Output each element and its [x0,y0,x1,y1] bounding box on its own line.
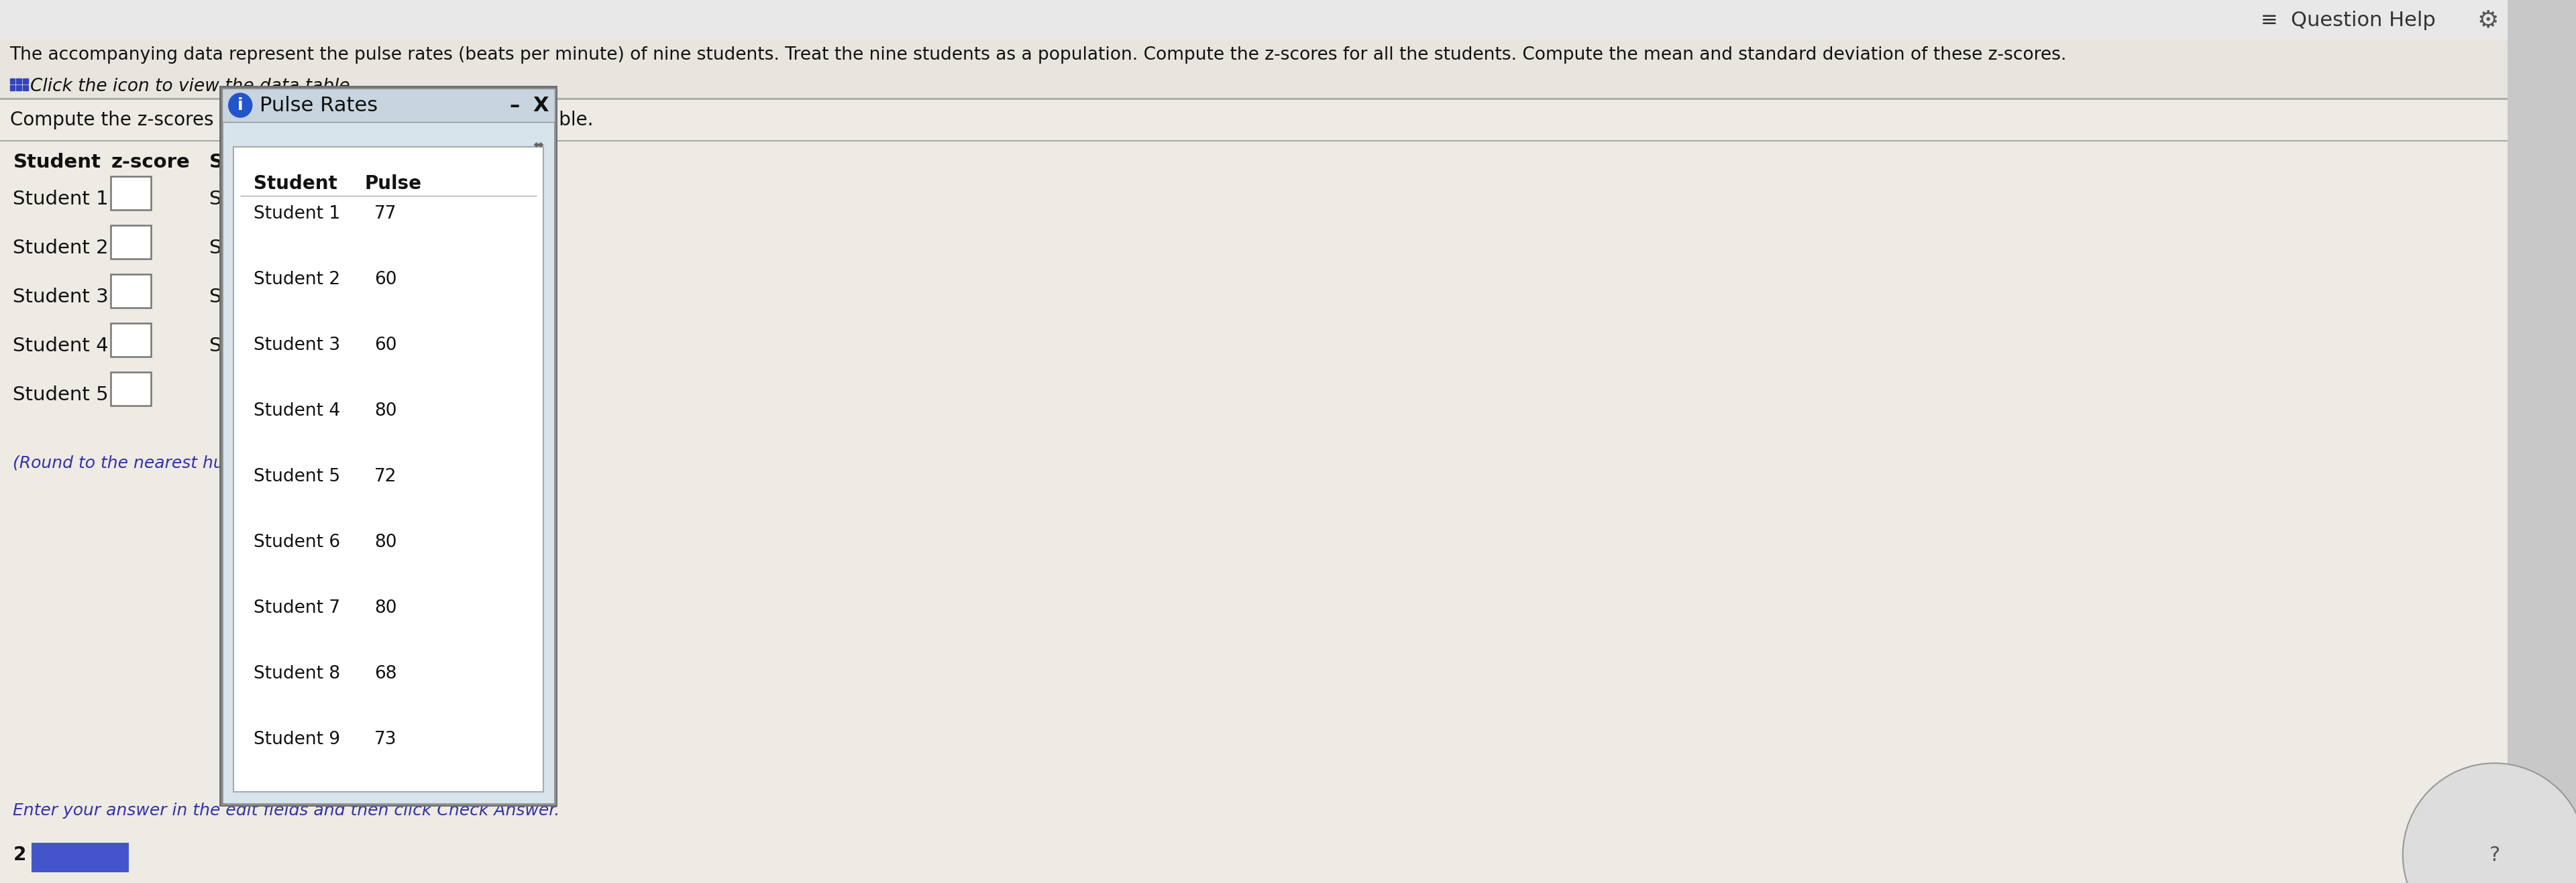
Text: Student 6: Student 6 [209,190,304,208]
FancyBboxPatch shape [222,88,554,804]
Text: i: i [237,97,242,113]
Text: The accompanying data represent the pulse rates (beats per minute) of nine stude: The accompanying data represent the puls… [10,46,2066,64]
Text: Student 9: Student 9 [209,336,304,355]
FancyBboxPatch shape [10,85,15,91]
FancyBboxPatch shape [325,275,366,308]
FancyBboxPatch shape [0,41,2506,99]
FancyBboxPatch shape [23,79,28,84]
Text: Student 8: Student 8 [209,288,304,306]
Text: Compute the z-scores for all the students. Complete the table.: Compute the z-scores for all the student… [10,110,592,130]
Text: ⬌: ⬌ [533,140,544,152]
Text: 80: 80 [374,533,397,551]
Text: ⚙: ⚙ [2478,9,2499,32]
Text: Student 4: Student 4 [13,336,108,355]
Text: Student 7: Student 7 [209,238,304,258]
Text: 77: 77 [374,205,397,223]
Text: ?: ? [2488,845,2499,864]
Text: –: – [510,95,520,115]
Text: 80: 80 [374,403,397,419]
FancyBboxPatch shape [15,85,21,91]
FancyBboxPatch shape [234,147,544,792]
Text: Student 5: Student 5 [252,468,340,486]
Text: Student: Student [252,174,337,193]
Text: 60: 60 [374,271,397,288]
FancyBboxPatch shape [0,0,2506,41]
Text: 73: 73 [374,731,397,748]
Text: Student 9: Student 9 [252,731,340,748]
Text: Student 3: Student 3 [252,336,340,354]
Text: 68: 68 [374,665,397,683]
Text: (Round to the nearest hundredth as needed.): (Round to the nearest hundredth as neede… [13,455,394,471]
Text: Student 6: Student 6 [252,533,340,551]
FancyBboxPatch shape [0,99,2506,883]
FancyBboxPatch shape [23,85,28,91]
FancyBboxPatch shape [325,323,366,357]
Text: Enter your answer in the edit fields and then click Check Answer.: Enter your answer in the edit fields and… [13,803,559,819]
Text: X: X [533,95,549,115]
FancyBboxPatch shape [111,177,152,210]
Text: 2: 2 [13,845,26,864]
Text: Student: Student [13,153,100,171]
FancyBboxPatch shape [111,323,152,357]
Text: Student: Student [209,153,296,171]
FancyBboxPatch shape [325,177,366,210]
Text: Pulse Rates: Pulse Rates [260,95,379,115]
Text: Click the icon to view the data table.: Click the icon to view the data table. [31,78,355,95]
Text: 80: 80 [374,600,397,617]
FancyBboxPatch shape [31,842,129,872]
Text: Student 2: Student 2 [252,271,340,288]
Text: Student 4: Student 4 [252,403,340,419]
Text: Student 1: Student 1 [13,190,108,208]
FancyBboxPatch shape [10,79,15,84]
Text: Student 2: Student 2 [13,238,108,258]
Text: Student 3: Student 3 [13,288,108,306]
Text: Student 7: Student 7 [252,600,340,617]
FancyBboxPatch shape [111,372,152,405]
Circle shape [229,94,252,117]
FancyBboxPatch shape [111,275,152,308]
Text: ≡  Question Help: ≡ Question Help [2262,11,2437,30]
Text: Student 1: Student 1 [252,205,340,223]
FancyBboxPatch shape [15,79,21,84]
Text: z-score: z-score [327,153,404,171]
FancyBboxPatch shape [111,225,152,259]
Text: Student 8: Student 8 [252,665,340,683]
Text: 72: 72 [374,468,397,486]
FancyBboxPatch shape [325,225,366,259]
FancyBboxPatch shape [222,88,554,122]
FancyBboxPatch shape [219,86,556,806]
Text: Pulse: Pulse [363,174,422,193]
Text: 60: 60 [374,336,397,354]
Text: Student 5: Student 5 [13,386,108,404]
Text: z-score: z-score [111,153,191,171]
